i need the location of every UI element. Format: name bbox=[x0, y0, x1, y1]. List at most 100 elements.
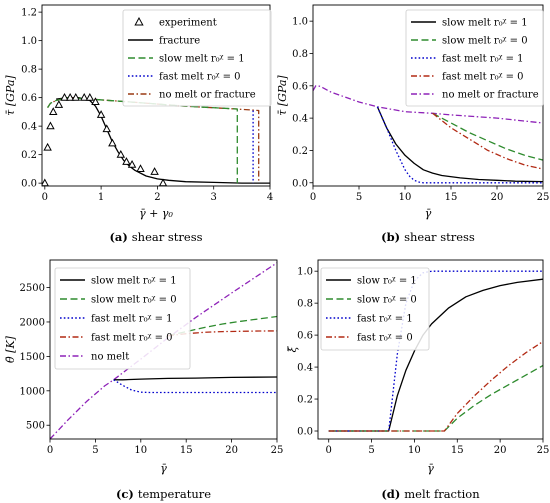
legend-label: no melt bbox=[91, 352, 129, 363]
legend-label: experiment bbox=[159, 18, 217, 29]
y-tick-label: 1.0 bbox=[297, 267, 313, 278]
y-tick-label: 1.2 bbox=[21, 8, 37, 19]
x-tick-label: 5 bbox=[368, 445, 374, 456]
x-tick-label: 15 bbox=[451, 445, 464, 456]
experiment-point bbox=[46, 121, 55, 130]
x-tick-label: 10 bbox=[134, 445, 147, 456]
legend: slow melt r₀ᵡ = 1 slow melt r₀ᵡ = 0 fast m… bbox=[54, 267, 191, 370]
x-tick-label: 0 bbox=[42, 192, 48, 203]
series-line bbox=[113, 379, 277, 394]
data-area bbox=[42, 92, 270, 186]
legend-label: fast r₀ᵡ = 1 bbox=[357, 314, 413, 325]
legend-label: slow melt r₀ᵡ = 1 bbox=[442, 18, 528, 29]
experiment-point bbox=[54, 100, 64, 108]
x-tick-label: 0 bbox=[310, 192, 316, 203]
experiment-point bbox=[49, 107, 58, 115]
legend-label: fast melt r₀ᵡ = 1 bbox=[442, 54, 524, 65]
legend-box bbox=[320, 267, 430, 351]
legend: experiment fracture slow melt r₀ᵡ = 1 fast … bbox=[122, 9, 272, 107]
legend-label: slow melt r₀ᵡ = 0 bbox=[442, 36, 528, 47]
caption-text: temperature bbox=[138, 487, 211, 501]
legend-label: slow r₀ᵡ = 0 bbox=[357, 295, 417, 306]
y-tick-label: 0.2 bbox=[297, 395, 313, 406]
panel-caption: (a) shear stress bbox=[109, 230, 202, 244]
legend-label: no melt or fracture bbox=[442, 90, 539, 101]
legend-label: slow melt r₀ᵡ = 0 bbox=[91, 295, 177, 306]
x-tick-label: 20 bbox=[225, 445, 238, 456]
x-tick-label: 1 bbox=[98, 192, 104, 203]
series-line bbox=[328, 278, 543, 432]
y-tick-label: 0.8 bbox=[292, 49, 308, 60]
panel-a: 0 1 2 3 4 0.0 0.2 0.4 0.6 0.8 1.0 1.2 γ̄ + γ₀ τ̄ [GPa… bbox=[4, 4, 273, 244]
caption-text: melt fraction bbox=[404, 487, 480, 501]
x-tick-label: 25 bbox=[271, 445, 284, 456]
y-tick-label: 0.2 bbox=[21, 150, 37, 161]
experiment-point bbox=[71, 92, 81, 101]
y-tick-label: 0.4 bbox=[21, 122, 37, 133]
series-line bbox=[376, 106, 543, 184]
y-tick-label: 0.0 bbox=[297, 427, 313, 438]
experiment-point bbox=[85, 92, 95, 101]
panel-b: 0 5 10 15 20 25 0.0 0.2 0.4 0.6 0.8 1.0 γ̄ τ̄ [GPa] sl… bbox=[276, 4, 549, 244]
series-line bbox=[376, 106, 543, 183]
legend: slow r₀ᵡ = 1 slow r₀ᵡ = 0 fast r₀ᵡ = 1 fast… bbox=[320, 267, 430, 351]
legend-label: fracture bbox=[159, 36, 200, 47]
y-tick-label: 1.0 bbox=[21, 36, 37, 47]
experiment-point bbox=[96, 110, 106, 118]
series-line bbox=[47, 96, 238, 184]
legend-label: no melt or fracture bbox=[159, 90, 256, 101]
legend: slow melt r₀ᵡ = 1 slow melt r₀ᵡ = 0 fast m… bbox=[405, 9, 544, 107]
legend-label: fast r₀ᵡ = 0 bbox=[357, 333, 413, 344]
legend-label: fast melt r₀ᵡ = 0 bbox=[91, 333, 173, 344]
y-tick-label: 0.8 bbox=[297, 299, 313, 310]
panel-caption: (d) melt fraction bbox=[381, 487, 480, 501]
y-tick-label: 0.6 bbox=[292, 81, 308, 92]
experiment-point bbox=[108, 138, 117, 147]
legend-label: fast melt r₀ᵡ = 0 bbox=[159, 72, 241, 83]
x-tick-label: 2 bbox=[154, 192, 160, 203]
experiment-point bbox=[102, 124, 111, 133]
y-axis-label: τ̄ [GPa] bbox=[276, 75, 289, 116]
caption-letter: (b) bbox=[381, 230, 404, 244]
experiment-point bbox=[60, 92, 69, 101]
panel-c: 0 5 10 15 20 25 500 1000 1500 2000 2500 γ̄ θ̄ [K] slo… bbox=[4, 259, 284, 501]
experiment-point bbox=[43, 142, 52, 151]
legend-label: slow melt r₀ᵡ = 1 bbox=[159, 54, 245, 65]
series-line bbox=[50, 262, 277, 439]
y-tick-label: 2500 bbox=[20, 283, 45, 294]
experiment-point bbox=[116, 150, 126, 158]
y-axis-label: θ̄ [K] bbox=[4, 335, 17, 363]
x-tick-label: 0 bbox=[47, 445, 53, 456]
x-axis-label: γ̄ bbox=[427, 462, 434, 475]
x-tick-label: 20 bbox=[491, 192, 504, 203]
axes-frame bbox=[317, 259, 544, 440]
x-axis-label: γ̄ + γ₀ bbox=[139, 207, 173, 220]
experiment-point bbox=[150, 167, 159, 175]
legend-box bbox=[405, 9, 544, 107]
y-tick-label: 1500 bbox=[20, 352, 45, 363]
panel-d: 0 5 10 15 20 25 0.0 0.2 0.4 0.6 0.8 1.0 γ̄ ξ̄ slow r₀ᵡ… bbox=[286, 259, 549, 501]
legend-marker bbox=[134, 16, 144, 26]
caption-text: shear stress bbox=[132, 230, 203, 244]
y-tick-label: 0.8 bbox=[21, 65, 37, 76]
series-line bbox=[328, 364, 543, 432]
data-area bbox=[50, 262, 277, 439]
y-tick-label: 0.4 bbox=[297, 363, 313, 374]
y-axis-label: τ̄ [GPa] bbox=[4, 75, 17, 116]
caption-letter: (d) bbox=[381, 487, 404, 501]
x-axis-label: γ̄ bbox=[160, 462, 167, 475]
axes-frame bbox=[49, 259, 278, 440]
panel-caption: (b) shear stress bbox=[381, 230, 475, 244]
experiment-point bbox=[91, 97, 100, 106]
legend-box bbox=[122, 9, 272, 107]
series-line bbox=[47, 96, 260, 184]
y-tick-label: 0.6 bbox=[297, 331, 313, 342]
experiment-point bbox=[122, 157, 131, 165]
legend-box bbox=[54, 267, 191, 370]
y-tick-label: 500 bbox=[26, 421, 45, 432]
x-tick-label: 20 bbox=[494, 445, 507, 456]
data-area bbox=[313, 85, 543, 184]
y-tick-label: 0.0 bbox=[21, 179, 37, 190]
y-tick-label: 0.4 bbox=[292, 114, 308, 125]
